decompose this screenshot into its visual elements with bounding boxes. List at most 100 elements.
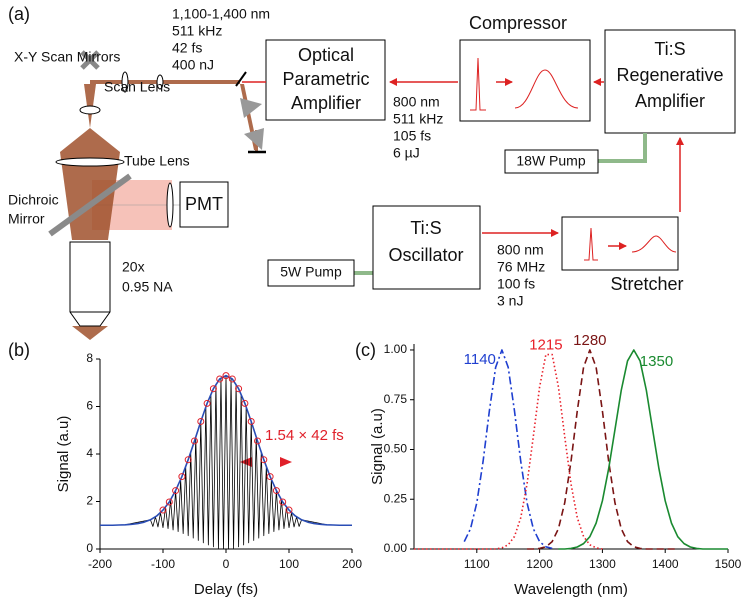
panel-a: (a) PMT X-Y Scan Mirrors Scan L [8, 4, 736, 340]
box-label: Oscillator [388, 245, 463, 265]
pump-box [267, 259, 355, 287]
label: X-Y Scan Mirrors [14, 49, 120, 65]
y-axis-label: Signal (a.u) [55, 416, 72, 493]
prism [244, 128, 264, 150]
data-point [172, 487, 180, 495]
data-point [191, 437, 198, 445]
dichroic-mirror [48, 173, 132, 237]
data-point [203, 399, 211, 407]
label: Scan Lens [104, 79, 170, 95]
prism [240, 98, 262, 118]
box-label: Optical [298, 45, 354, 65]
series-label: 1280 [573, 332, 606, 349]
label: Dichroic [8, 192, 59, 208]
spec: 800 nm [393, 94, 440, 110]
spec: 6 µJ [393, 145, 420, 161]
series-line [414, 353, 603, 550]
lens [166, 182, 174, 228]
data-point [254, 437, 261, 445]
mirror [235, 71, 247, 87]
pulse [631, 235, 677, 253]
panel-label: (c) [355, 340, 376, 360]
stretcher-box [561, 216, 679, 271]
data-point [228, 375, 236, 383]
tube-lens [55, 157, 125, 167]
spec: 800 nm [497, 242, 544, 258]
pump-box [504, 149, 599, 174]
pulse [470, 57, 486, 111]
annotation: 1.54 × 42 fs [265, 427, 344, 444]
data-point [184, 456, 192, 464]
y-tick-label: 6 [86, 399, 93, 413]
fwhm-arrow [240, 457, 252, 467]
x-tick-label: 1300 [589, 557, 616, 571]
data-point [266, 473, 274, 481]
x-tick-label: -200 [88, 557, 112, 571]
x-tick-label: 1100 [464, 557, 490, 571]
y-axis-label: Signal (a.u) [369, 408, 386, 485]
pmt-box [179, 181, 229, 228]
box-label: Parametric [282, 69, 369, 89]
beam [90, 80, 240, 84]
spec: 100 fs [497, 276, 535, 292]
x-tick-label: 1200 [526, 557, 553, 571]
series-line [100, 374, 352, 527]
box-label: Stretcher [610, 274, 683, 294]
data-point [197, 417, 205, 425]
data-point [216, 375, 224, 383]
y-tick-label: 8 [86, 351, 93, 365]
box-label: Ti:S [654, 39, 685, 59]
data-point [159, 506, 167, 514]
x-tick-label: -100 [151, 557, 175, 571]
y-tick-label: 0.00 [384, 541, 408, 555]
series-label: 1140 [464, 351, 496, 368]
pump-line [598, 133, 647, 163]
x-tick-label: 1400 [652, 557, 679, 571]
panel-label: (a) [8, 4, 30, 24]
data-point [272, 487, 280, 495]
label: Tube Lens [124, 153, 190, 169]
pulse [514, 69, 579, 109]
series-label: 1215 [529, 337, 562, 354]
data-point [241, 399, 249, 407]
x-tick-label: 1500 [715, 557, 742, 571]
box-label: 18W Pump [516, 153, 585, 169]
scan-lens [79, 105, 101, 115]
beam [72, 326, 108, 340]
spec: 3 nJ [497, 293, 523, 309]
spec: 400 nJ [172, 57, 214, 73]
x-tick-label: 200 [342, 557, 362, 571]
y-tick-label: 1.00 [384, 342, 408, 356]
spec: 511 kHz [393, 111, 443, 127]
spec: 105 fs [393, 128, 431, 144]
compressor-box [459, 39, 591, 122]
data-point [260, 456, 268, 464]
fwhm-arrow [280, 457, 292, 467]
spec: 511 kHz [172, 23, 222, 39]
y-tick-label: 0.50 [384, 442, 408, 456]
spec: 1,100-1,400 nm [172, 6, 270, 22]
data-point [209, 385, 217, 393]
series-line [527, 349, 678, 550]
panel-label: (b) [8, 340, 30, 360]
pmt-label: PMT [185, 194, 223, 214]
label: 20x [122, 259, 145, 275]
box-label: 5W Pump [280, 264, 342, 280]
box-label: Amplifier [291, 93, 361, 113]
objective [69, 241, 111, 327]
spec: 42 fs [172, 40, 202, 56]
box-label: Compressor [469, 13, 567, 33]
data-point [279, 498, 287, 506]
y-tick-label: 4 [86, 446, 93, 460]
regen-box [604, 29, 736, 134]
data-point [235, 385, 243, 393]
y-tick-label: 0.25 [384, 491, 408, 505]
y-tick-label: 2 [86, 494, 93, 508]
data-point [178, 473, 186, 481]
label: Mirror [8, 211, 45, 227]
lens [121, 71, 129, 93]
series-line [558, 349, 728, 550]
opa-box [265, 39, 386, 121]
data-point [222, 372, 230, 380]
